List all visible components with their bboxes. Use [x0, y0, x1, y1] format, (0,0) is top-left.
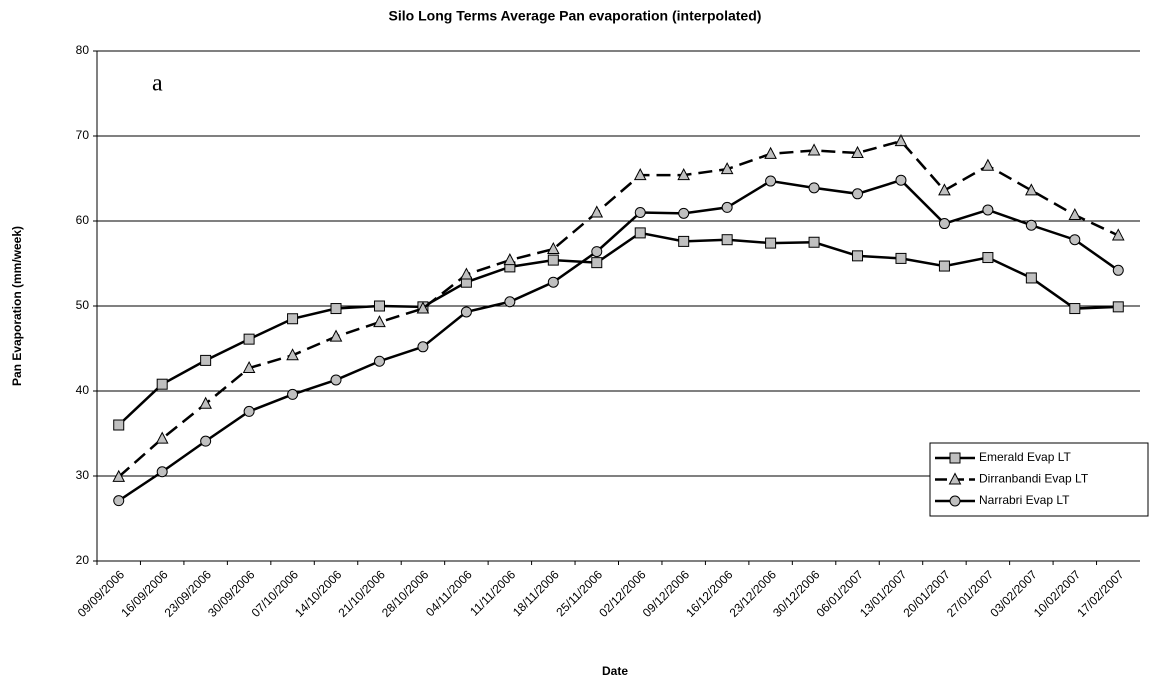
x-tick-label: 17/02/2007: [1074, 567, 1127, 620]
data-point: [546, 241, 560, 255]
data-point: [242, 360, 256, 374]
data-point: [329, 329, 343, 342]
data-point: [156, 466, 168, 478]
y-tick-label: 50: [76, 298, 90, 312]
data-point: [1111, 228, 1125, 241]
data-point: [1025, 183, 1038, 196]
data-point: [547, 276, 559, 288]
data-point: [852, 250, 864, 262]
data-point: [765, 175, 777, 187]
data-point: [113, 419, 125, 431]
data-point: [938, 218, 950, 230]
data-point: [1112, 301, 1124, 313]
data-point: [633, 168, 647, 181]
data-point: [112, 469, 126, 482]
data-point: [417, 341, 429, 353]
data-point: [721, 201, 733, 213]
data-point: [938, 183, 951, 196]
legend-label: Narrabri Evap LT: [979, 493, 1070, 507]
data-point: [895, 252, 907, 264]
data-point: [1025, 219, 1037, 231]
data-point: [634, 207, 646, 218]
legend-label: Emerald Evap LT: [979, 450, 1071, 464]
data-point: [764, 146, 777, 159]
data-point: [1025, 272, 1037, 284]
data-point: [852, 188, 864, 200]
data-point: [287, 313, 299, 325]
data-point: [982, 204, 994, 216]
data-point: [938, 260, 950, 272]
data-point: [547, 254, 559, 266]
data-point: [590, 205, 604, 218]
y-tick-label: 70: [76, 128, 90, 142]
data-point: [678, 207, 690, 219]
y-tick-label: 20: [76, 553, 90, 567]
data-point: [894, 134, 908, 147]
data-point: [1069, 303, 1081, 315]
data-point: [721, 234, 733, 246]
data-point: [460, 306, 472, 318]
data-point: [808, 182, 820, 194]
x-axis-label: Date: [602, 664, 628, 678]
legend-marker: [949, 452, 961, 464]
data-point: [981, 158, 995, 171]
series-line: [117, 231, 1119, 426]
y-axis-label: Pan Evaporation (mm/week): [10, 226, 24, 386]
data-point: [634, 227, 646, 239]
y-tick-label: 80: [76, 43, 90, 57]
data-point: [287, 388, 299, 400]
data-point: [199, 396, 212, 409]
data-point: [808, 236, 820, 248]
data-point: [200, 354, 212, 366]
x-tick-label: 28/10/2006: [379, 567, 432, 620]
data-point: [200, 435, 212, 447]
data-point: [330, 303, 342, 315]
data-point: [1112, 264, 1124, 276]
data-point: [243, 333, 255, 345]
y-tick-label: 30: [76, 468, 90, 482]
data-point: [1069, 234, 1081, 246]
data-point: [373, 315, 386, 328]
series-line: [118, 178, 1119, 502]
series-line: [117, 139, 1119, 478]
data-point: [807, 143, 821, 156]
chart-title: Silo Long Terms Average Pan evaporation …: [389, 8, 762, 24]
legend-marker: [948, 472, 962, 485]
data-point: [895, 174, 907, 186]
data-point: [720, 162, 734, 175]
data-point: [243, 405, 255, 417]
legend-marker: [949, 495, 961, 507]
data-point: [330, 374, 342, 386]
data-point: [460, 267, 473, 280]
data-point: [504, 296, 516, 308]
data-point: [416, 301, 430, 314]
data-point: [373, 355, 385, 367]
data-point: [373, 300, 385, 312]
data-point: [156, 378, 168, 390]
data-point: [851, 145, 864, 158]
y-tick-label: 60: [76, 213, 90, 227]
data-point: [1068, 207, 1082, 221]
data-point: [591, 257, 603, 269]
legend-box: [929, 442, 1149, 517]
annotation: a: [152, 71, 163, 97]
data-point: [155, 431, 169, 444]
data-point: [113, 495, 125, 507]
data-point: [591, 246, 603, 258]
data-point: [286, 348, 299, 361]
x-tick-label: 04/11/2006: [423, 567, 475, 619]
data-point: [503, 253, 517, 266]
y-tick-label: 40: [76, 383, 90, 397]
data-point: [677, 168, 691, 181]
legend-label: Dirranbandi Evap LT: [979, 472, 1089, 486]
data-point: [765, 237, 777, 249]
data-point: [678, 235, 690, 247]
data-point: [982, 252, 994, 264]
